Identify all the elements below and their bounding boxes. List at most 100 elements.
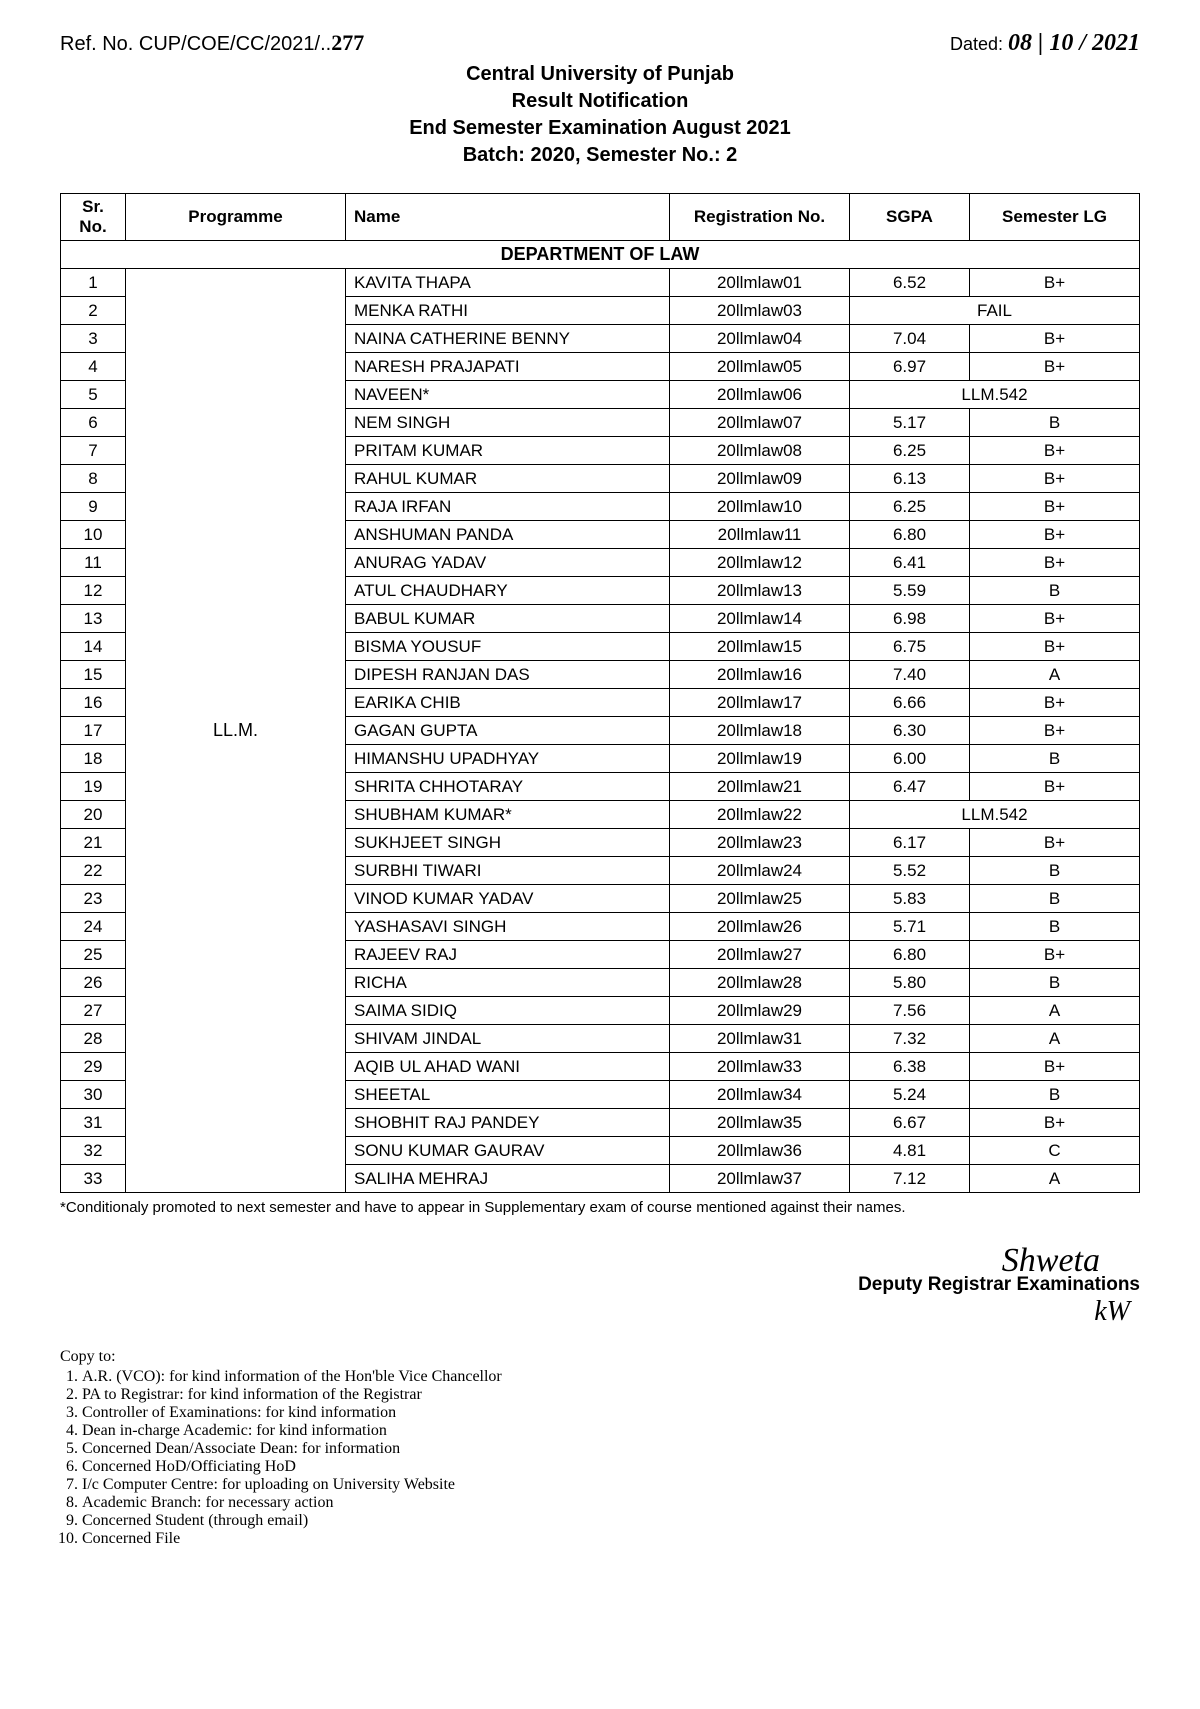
ref-handwritten: 277	[331, 30, 364, 55]
cell-sgpa: 5.59	[850, 577, 970, 605]
cell-lg: B+	[970, 269, 1140, 297]
cell-sgpa: 7.40	[850, 661, 970, 689]
cell-lg: B+	[970, 605, 1140, 633]
cell-srno: 5	[61, 381, 126, 409]
cell-name: SHUBHAM KUMAR*	[346, 801, 670, 829]
cell-srno: 12	[61, 577, 126, 605]
cell-regno: 20llmlaw22	[670, 801, 850, 829]
cell-name: SHOBHIT RAJ PANDEY	[346, 1109, 670, 1137]
cell-srno: 16	[61, 689, 126, 717]
title-line-1: Central University of Punjab	[60, 61, 1140, 88]
cell-name: RICHA	[346, 969, 670, 997]
cell-name: ATUL CHAUDHARY	[346, 577, 670, 605]
cell-regno: 20llmlaw34	[670, 1081, 850, 1109]
copy-to-block: Copy to: A.R. (VCO): for kind informatio…	[60, 1348, 1140, 1548]
col-sgpa: SGPA	[850, 194, 970, 241]
copy-to-item: Concerned HoD/Officiating HoD	[82, 1458, 1140, 1476]
title-line-3: End Semester Examination August 2021	[60, 115, 1140, 142]
cell-regno: 20llmlaw26	[670, 913, 850, 941]
cell-name: NEM SINGH	[346, 409, 670, 437]
cell-sgpa: 6.75	[850, 633, 970, 661]
cell-lg: B	[970, 969, 1140, 997]
cell-srno: 26	[61, 969, 126, 997]
cell-regno: 20llmlaw17	[670, 689, 850, 717]
cell-srno: 20	[61, 801, 126, 829]
cell-name: NAINA CATHERINE BENNY	[346, 325, 670, 353]
cell-name: SHRITA CHHOTARAY	[346, 773, 670, 801]
department-cell: DEPARTMENT OF LAW	[61, 241, 1140, 269]
cell-name: AQIB UL AHAD WANI	[346, 1053, 670, 1081]
cell-srno: 29	[61, 1053, 126, 1081]
cell-lg: B+	[970, 521, 1140, 549]
cell-srno: 2	[61, 297, 126, 325]
cell-lg: C	[970, 1137, 1140, 1165]
cell-srno: 9	[61, 493, 126, 521]
cell-regno: 20llmlaw03	[670, 297, 850, 325]
cell-name: SAIMA SIDIQ	[346, 997, 670, 1025]
cell-lg: B	[970, 885, 1140, 913]
cell-sgpa: 6.66	[850, 689, 970, 717]
signature-initials: kW	[60, 1296, 1130, 1328]
cell-name: RAJEEV RAJ	[346, 941, 670, 969]
cell-lg: B+	[970, 717, 1140, 745]
cell-sgpa: 5.83	[850, 885, 970, 913]
cell-result-span: FAIL	[850, 297, 1140, 325]
copy-to-item: I/c Computer Centre: for uploading on Un…	[82, 1476, 1140, 1494]
cell-srno: 27	[61, 997, 126, 1025]
cell-regno: 20llmlaw16	[670, 661, 850, 689]
cell-sgpa: 6.67	[850, 1109, 970, 1137]
cell-regno: 20llmlaw18	[670, 717, 850, 745]
copy-to-item: Concerned Dean/Associate Dean: for infor…	[82, 1440, 1140, 1458]
cell-lg: A	[970, 661, 1140, 689]
cell-sgpa: 5.24	[850, 1081, 970, 1109]
cell-sgpa: 6.25	[850, 493, 970, 521]
cell-sgpa: 6.47	[850, 773, 970, 801]
cell-name: ANSHUMAN PANDA	[346, 521, 670, 549]
cell-srno: 17	[61, 717, 126, 745]
cell-sgpa: 6.80	[850, 941, 970, 969]
cell-regno: 20llmlaw05	[670, 353, 850, 381]
cell-regno: 20llmlaw28	[670, 969, 850, 997]
cell-lg: B+	[970, 465, 1140, 493]
cell-regno: 20llmlaw06	[670, 381, 850, 409]
cell-srno: 23	[61, 885, 126, 913]
cell-regno: 20llmlaw19	[670, 745, 850, 773]
cell-name: HIMANSHU UPADHYAY	[346, 745, 670, 773]
cell-lg: B+	[970, 493, 1140, 521]
cell-name: MENKA RATHI	[346, 297, 670, 325]
cell-name: SUKHJEET SINGH	[346, 829, 670, 857]
copy-to-list: A.R. (VCO): for kind information of the …	[60, 1368, 1140, 1548]
cell-regno: 20llmlaw25	[670, 885, 850, 913]
cell-regno: 20llmlaw13	[670, 577, 850, 605]
cell-lg: B+	[970, 437, 1140, 465]
cell-lg: B+	[970, 829, 1140, 857]
copy-to-item: Dean in-charge Academic: for kind inform…	[82, 1422, 1140, 1440]
cell-lg: B+	[970, 353, 1140, 381]
cell-name: GAGAN GUPTA	[346, 717, 670, 745]
cell-lg: B+	[970, 689, 1140, 717]
page: Ref. No. CUP/COE/CC/2021/..277 Dated: 08…	[0, 0, 1200, 1608]
cell-regno: 20llmlaw07	[670, 409, 850, 437]
cell-srno: 13	[61, 605, 126, 633]
footnote: *Conditionaly promoted to next semester …	[60, 1199, 1140, 1216]
copy-to-item: Controller of Examinations: for kind inf…	[82, 1404, 1140, 1422]
col-name: Name	[346, 194, 670, 241]
cell-lg: B+	[970, 549, 1140, 577]
cell-srno: 8	[61, 465, 126, 493]
copy-to-item: A.R. (VCO): for kind information of the …	[82, 1368, 1140, 1386]
cell-lg: B	[970, 577, 1140, 605]
cell-sgpa: 6.17	[850, 829, 970, 857]
title-block: Central University of Punjab Result Noti…	[60, 61, 1140, 169]
cell-srno: 7	[61, 437, 126, 465]
cell-regno: 20llmlaw35	[670, 1109, 850, 1137]
cell-regno: 20llmlaw29	[670, 997, 850, 1025]
top-row: Ref. No. CUP/COE/CC/2021/..277 Dated: 08…	[60, 30, 1140, 57]
cell-lg: B	[970, 913, 1140, 941]
signature-handwritten: Shweta	[60, 1242, 1100, 1280]
cell-sgpa: 7.56	[850, 997, 970, 1025]
cell-srno: 10	[61, 521, 126, 549]
cell-regno: 20llmlaw24	[670, 857, 850, 885]
cell-name: YASHASAVI SINGH	[346, 913, 670, 941]
col-programme: Programme	[126, 194, 346, 241]
cell-regno: 20llmlaw09	[670, 465, 850, 493]
